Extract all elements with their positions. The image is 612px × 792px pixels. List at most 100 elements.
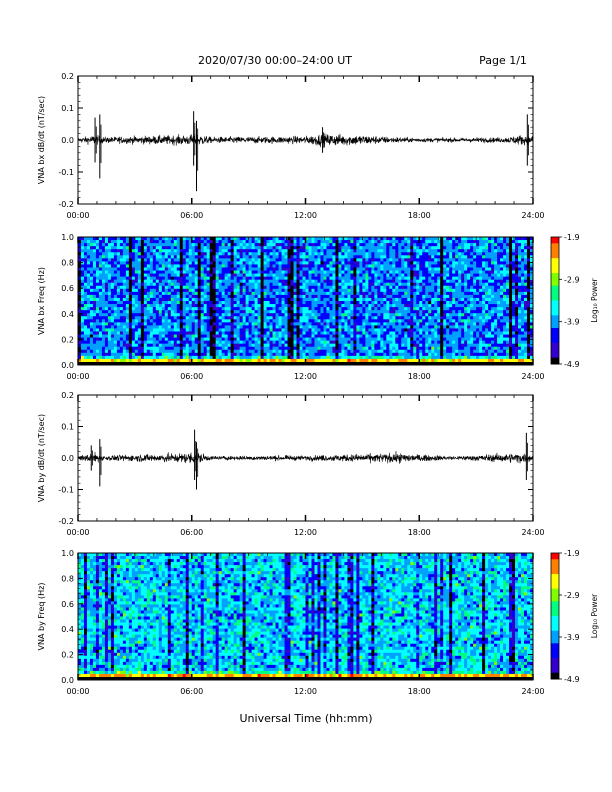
heatmap-cell bbox=[134, 358, 139, 363]
heatmap-cell bbox=[83, 291, 88, 296]
heatmap-cell bbox=[119, 243, 124, 247]
heatmap-cell bbox=[362, 291, 366, 296]
heatmap-cell bbox=[116, 270, 121, 274]
heatmap-cell bbox=[275, 291, 279, 296]
heatmap-cell bbox=[362, 267, 366, 271]
heatmap-cell bbox=[113, 358, 118, 363]
heatmap-cell bbox=[305, 355, 309, 360]
heatmap-cell bbox=[119, 252, 124, 256]
heatmap-cell bbox=[353, 304, 357, 308]
heatmap-cell bbox=[269, 343, 273, 348]
heatmap-cell bbox=[269, 340, 273, 345]
heatmap-cell bbox=[78, 255, 82, 259]
heatmap-cell bbox=[338, 349, 342, 354]
heatmap-cell bbox=[131, 276, 136, 281]
heatmap-cell bbox=[332, 337, 336, 342]
heatmap-cell bbox=[176, 267, 181, 271]
heatmap-cell bbox=[302, 325, 306, 329]
heatmap-cell bbox=[290, 258, 294, 262]
heatmap-cell bbox=[260, 304, 264, 308]
heatmap-cell bbox=[233, 325, 238, 329]
heatmap-cell bbox=[206, 337, 211, 342]
heatmap-cell bbox=[377, 355, 381, 360]
heatmap-cell bbox=[89, 294, 94, 299]
heatmap-cell bbox=[272, 267, 276, 271]
heatmap-cell bbox=[104, 310, 109, 314]
heatmap-cell bbox=[86, 255, 91, 259]
heatmap-cell bbox=[338, 316, 342, 320]
heatmap-cell bbox=[200, 310, 205, 314]
heatmap-cell bbox=[179, 240, 184, 244]
heatmap-cell bbox=[305, 267, 309, 271]
heatmap-cell bbox=[260, 313, 264, 317]
heatmap-cell bbox=[317, 237, 321, 241]
heatmap-cell bbox=[326, 319, 330, 323]
heatmap-cell bbox=[218, 313, 223, 317]
heatmap-cell bbox=[362, 255, 366, 259]
heatmap-cell bbox=[320, 267, 324, 271]
heatmap-cell bbox=[242, 307, 247, 311]
heatmap-cell bbox=[236, 301, 241, 305]
heatmap-cell bbox=[140, 346, 145, 351]
heatmap-cell bbox=[137, 301, 142, 305]
heatmap-cell bbox=[266, 294, 270, 299]
heatmap-cell bbox=[344, 328, 348, 332]
heatmap-cell bbox=[131, 285, 136, 290]
heatmap-cell bbox=[98, 331, 103, 335]
heatmap-cell bbox=[98, 240, 103, 244]
heatmap-cell bbox=[326, 310, 330, 314]
heatmap-cell bbox=[78, 346, 82, 351]
heatmap-cell bbox=[245, 313, 250, 317]
heatmap-cell bbox=[257, 273, 261, 278]
heatmap-cell bbox=[212, 307, 217, 311]
heatmap-cell bbox=[245, 249, 250, 253]
heatmap-cell bbox=[305, 304, 309, 308]
heatmap-cell bbox=[374, 285, 378, 290]
heatmap-cell bbox=[170, 310, 175, 314]
heatmap-cell bbox=[170, 276, 175, 281]
heatmap-cell bbox=[326, 349, 330, 354]
heatmap-cell bbox=[152, 346, 157, 351]
heatmap-cell bbox=[410, 258, 414, 262]
heatmap-cell bbox=[83, 258, 88, 262]
heatmap-cell bbox=[377, 237, 381, 241]
heatmap-cell bbox=[101, 258, 106, 262]
heatmap-cell bbox=[401, 343, 405, 348]
heatmap-cell bbox=[401, 240, 405, 244]
heatmap-cell bbox=[230, 301, 235, 305]
heatmap-cell bbox=[383, 334, 387, 338]
heatmap-cell bbox=[281, 237, 285, 241]
heatmap-cell bbox=[293, 301, 297, 305]
heatmap-cell bbox=[194, 279, 199, 284]
heatmap-cell bbox=[341, 261, 345, 265]
heatmap-cell bbox=[227, 343, 232, 348]
heatmap-cell bbox=[78, 249, 82, 253]
heatmap-cell bbox=[359, 331, 363, 335]
heatmap-cell bbox=[191, 285, 196, 290]
heatmap-cell bbox=[194, 267, 199, 271]
heatmap-cell bbox=[257, 285, 261, 290]
heatmap-cell bbox=[314, 358, 318, 363]
heatmap-cell bbox=[374, 337, 378, 342]
heatmap-cell bbox=[194, 249, 199, 253]
heatmap-cell bbox=[368, 249, 372, 253]
heatmap-cell bbox=[89, 325, 94, 329]
heatmap-cell bbox=[122, 243, 127, 247]
heatmap-cell bbox=[284, 349, 288, 354]
heatmap-cell bbox=[395, 273, 399, 278]
heatmap-cell bbox=[269, 355, 273, 360]
heatmap-cell bbox=[221, 240, 226, 244]
heatmap-cell bbox=[404, 307, 408, 311]
heatmap-cell bbox=[137, 294, 142, 299]
heatmap-cell bbox=[419, 288, 423, 293]
heatmap-cell bbox=[78, 313, 82, 317]
heatmap-cell bbox=[83, 343, 88, 348]
heatmap-cell bbox=[377, 273, 381, 278]
heatmap-cell bbox=[110, 310, 115, 314]
heatmap-cell bbox=[119, 267, 124, 271]
heatmap-cell bbox=[203, 294, 208, 299]
heatmap-cell bbox=[152, 291, 157, 296]
heatmap-cell bbox=[380, 337, 384, 342]
heatmap-cell bbox=[296, 334, 300, 338]
heatmap-cell bbox=[116, 301, 121, 305]
